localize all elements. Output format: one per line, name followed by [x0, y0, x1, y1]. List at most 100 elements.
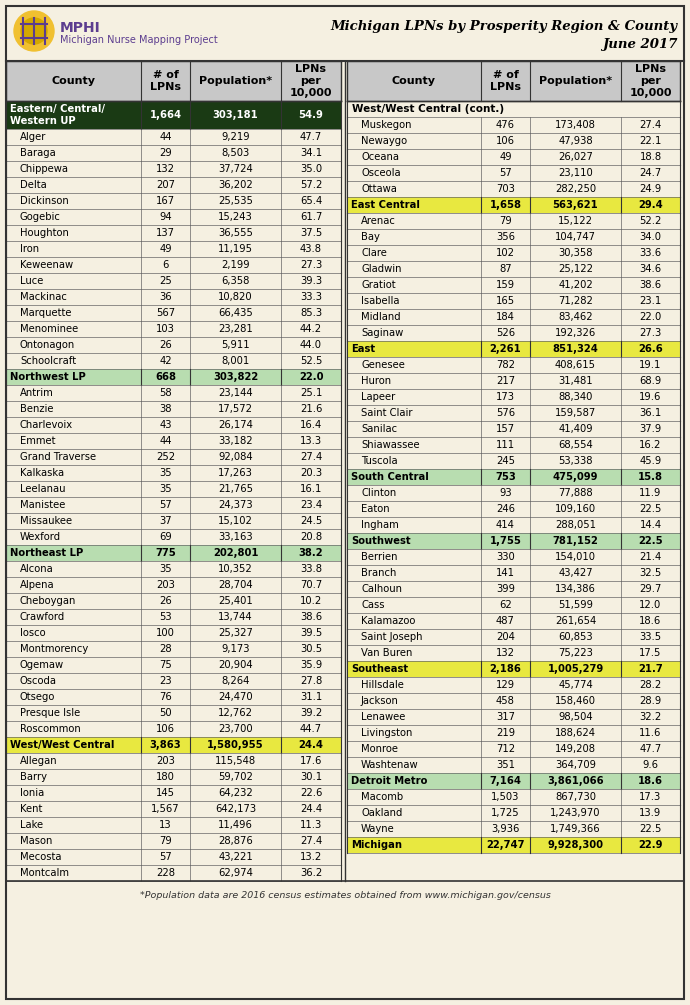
Text: 33,163: 33,163: [218, 532, 253, 542]
Text: 18.6: 18.6: [638, 776, 663, 786]
Text: Otsego: Otsego: [20, 692, 55, 702]
Bar: [6, 401, 341, 417]
Bar: [6, 545, 341, 561]
Bar: [6, 609, 341, 625]
Text: 35.0: 35.0: [300, 164, 322, 174]
Text: 5,911: 5,911: [221, 340, 250, 350]
Text: Eaton: Eaton: [361, 504, 390, 514]
Text: Charlevoix: Charlevoix: [20, 420, 73, 430]
Text: 24.4: 24.4: [300, 804, 322, 814]
Text: 23,700: 23,700: [218, 724, 253, 734]
Text: 44: 44: [159, 436, 172, 446]
Text: 245: 245: [496, 456, 515, 466]
Text: 22.1: 22.1: [640, 136, 662, 146]
Text: Northeast LP: Northeast LP: [10, 548, 83, 558]
Bar: [347, 61, 680, 100]
Text: Arenac: Arenac: [361, 216, 396, 226]
Bar: [6, 61, 341, 100]
Bar: [347, 197, 680, 213]
Text: LPNs
per
10,000: LPNs per 10,000: [290, 64, 333, 97]
Text: Sanilac: Sanilac: [361, 424, 397, 434]
Text: 159,587: 159,587: [555, 408, 596, 418]
Text: County: County: [52, 76, 95, 86]
Text: Alpena: Alpena: [20, 580, 55, 590]
Bar: [6, 785, 341, 801]
Text: Huron: Huron: [361, 376, 391, 386]
Text: 93: 93: [499, 488, 512, 498]
Text: 100: 100: [156, 628, 175, 638]
Text: 33.5: 33.5: [640, 632, 662, 642]
Text: 17,263: 17,263: [218, 468, 253, 478]
Bar: [347, 581, 680, 597]
Bar: [347, 357, 680, 373]
Bar: [347, 293, 680, 309]
Text: 24,470: 24,470: [218, 692, 253, 702]
Text: 1,755: 1,755: [490, 536, 522, 546]
Bar: [6, 369, 341, 385]
Bar: [347, 149, 680, 165]
Text: 23,281: 23,281: [218, 324, 253, 334]
Text: Iron: Iron: [20, 244, 39, 254]
Bar: [347, 453, 680, 469]
Text: 38: 38: [159, 404, 172, 414]
Text: 33.6: 33.6: [640, 248, 662, 258]
Text: 1,503: 1,503: [491, 792, 520, 802]
Text: Mason: Mason: [20, 836, 52, 846]
Text: Van Buren: Van Buren: [361, 648, 413, 658]
Text: 576: 576: [496, 408, 515, 418]
Text: Saint Clair: Saint Clair: [361, 408, 413, 418]
Text: Montcalm: Montcalm: [20, 868, 69, 878]
Text: 1,725: 1,725: [491, 808, 520, 818]
Bar: [347, 709, 680, 725]
Bar: [347, 165, 680, 181]
Text: Kalamazoo: Kalamazoo: [361, 616, 415, 626]
Text: 27.4: 27.4: [300, 452, 322, 462]
Bar: [6, 129, 341, 145]
Bar: [347, 693, 680, 709]
Bar: [6, 100, 341, 129]
Bar: [347, 645, 680, 661]
Text: 157: 157: [496, 424, 515, 434]
Text: 87: 87: [499, 264, 512, 274]
Text: 28.9: 28.9: [640, 696, 662, 706]
Text: 782: 782: [496, 360, 515, 370]
Text: 104,747: 104,747: [555, 232, 596, 242]
Text: 53,338: 53,338: [558, 456, 593, 466]
Text: Population*: Population*: [539, 76, 612, 86]
Text: 19.1: 19.1: [640, 360, 662, 370]
Bar: [347, 437, 680, 453]
Bar: [6, 6, 684, 61]
Text: 252: 252: [156, 452, 175, 462]
Text: 17.6: 17.6: [300, 756, 322, 766]
Text: 17,572: 17,572: [218, 404, 253, 414]
Text: 317: 317: [496, 712, 515, 722]
Circle shape: [21, 18, 47, 44]
Text: Barry: Barry: [20, 772, 47, 782]
Text: 15,243: 15,243: [218, 212, 253, 222]
Text: 23,144: 23,144: [218, 388, 253, 398]
Text: 129: 129: [496, 680, 515, 690]
Text: 158,460: 158,460: [555, 696, 596, 706]
Text: Manistee: Manistee: [20, 500, 66, 510]
Text: Emmet: Emmet: [20, 436, 55, 446]
Text: 6,358: 6,358: [221, 276, 250, 286]
Text: Mackinac: Mackinac: [20, 292, 67, 302]
Text: Roscommon: Roscommon: [20, 724, 81, 734]
Text: 44.2: 44.2: [300, 324, 322, 334]
Text: 43: 43: [159, 420, 172, 430]
Text: 35.9: 35.9: [300, 660, 322, 670]
Text: 26.6: 26.6: [638, 344, 663, 354]
Bar: [6, 177, 341, 193]
Text: Southwest: Southwest: [351, 536, 411, 546]
Text: 69: 69: [159, 532, 172, 542]
Text: 36,555: 36,555: [218, 228, 253, 238]
Text: Calhoun: Calhoun: [361, 584, 402, 594]
Text: 10,820: 10,820: [218, 292, 253, 302]
Bar: [6, 305, 341, 321]
Text: 27.3: 27.3: [300, 260, 322, 270]
Text: 30.5: 30.5: [300, 644, 322, 654]
Text: 27.8: 27.8: [300, 676, 322, 686]
Bar: [347, 549, 680, 565]
Text: 44.0: 44.0: [300, 340, 322, 350]
Text: 202,801: 202,801: [213, 548, 258, 558]
